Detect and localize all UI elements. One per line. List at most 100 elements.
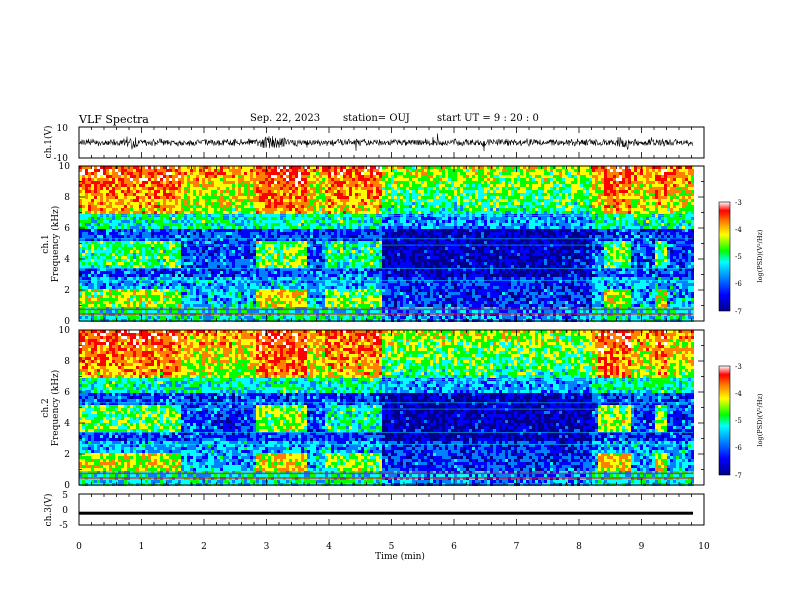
spectrogram-cell [178,274,181,277]
spectrogram-cell [124,199,127,202]
spectrogram-cell [277,235,280,238]
spectrogram-cell [340,217,343,220]
spectrogram-cell [169,196,172,199]
spectrogram-cell [325,310,328,313]
spectrogram-cell [253,178,256,181]
spectrogram-cell [124,169,127,172]
spectrogram-cell [202,229,205,232]
spectrogram-cell [181,310,184,313]
spectrogram-cell [163,232,166,235]
spectrogram-cell [208,217,211,220]
spectrogram-cell [229,181,232,184]
spectrogram-cell [343,196,346,199]
spectrogram-cell [223,265,226,268]
spectrogram-cell [136,220,139,223]
spectrogram-cell [259,193,262,196]
spectrogram-cell [145,199,148,202]
spectrogram-cell [361,187,364,190]
spectrogram-cell [319,316,322,319]
spectrogram-cell [145,208,148,211]
spectrogram-cell [337,193,340,196]
spectrogram-cell [217,238,220,241]
spectrogram-cell [334,283,337,286]
spectrogram-cell [334,172,337,175]
spectrogram-cell [301,223,304,226]
spectrogram-cell [358,238,361,241]
spectrogram-cell [358,286,361,289]
spectrogram-cell [211,244,214,247]
spectrogram-cell [133,187,136,190]
spectrogram-cell [109,178,112,181]
spectrogram-cell [148,169,151,172]
spectrogram-cell [253,190,256,193]
spectrogram-cell [88,226,91,229]
spectrogram-cell [97,253,100,256]
spectrogram-cell [97,226,100,229]
spectrogram-cell [193,265,196,268]
spectrogram-cell [304,184,307,187]
spectrogram-cell [178,205,181,208]
spectrogram-cell [352,262,355,265]
spectrogram-cell [139,241,142,244]
spectrogram-cell [259,250,262,253]
spectrogram-cell [100,199,103,202]
spectrogram-cell [226,181,229,184]
spectrogram-cell [331,253,334,256]
spectrogram-cell [97,232,100,235]
spectrogram-cell [253,292,256,295]
spectrogram-cell [361,181,364,184]
spectrogram-cell [274,250,277,253]
spectrogram-cell [118,259,121,262]
spectrogram-cell [349,289,352,292]
spectrogram-cell [292,289,295,292]
spectrogram-cell [253,271,256,274]
spectrogram-cell [307,241,310,244]
spectrogram-cell [205,256,208,259]
spectrogram-cell [217,310,220,313]
spectrogram-cell [82,244,85,247]
spectrogram-cell [322,193,325,196]
spectrogram-cell [250,265,253,268]
spectrogram-cell [184,217,187,220]
spectrogram-cell [280,310,283,313]
spectrogram-cell [157,262,160,265]
spectrogram-cell [109,223,112,226]
spectrogram-cell [298,292,301,295]
spectrogram-cell [244,241,247,244]
spectrogram-cell [244,244,247,247]
spectrogram-cell [157,229,160,232]
spectrogram-cell [181,262,184,265]
spectrogram-cell [217,301,220,304]
spectrogram-cell [145,217,148,220]
spectrogram-cell [265,238,268,241]
spectrogram-cell [259,202,262,205]
spectrogram-cell [184,292,187,295]
spectrogram-cell [208,178,211,181]
spectrogram-cell [202,193,205,196]
spectrogram-cell [229,217,232,220]
spectrogram-cell [121,223,124,226]
spectrogram-cell [88,247,91,250]
spectrogram-cell [361,295,364,298]
spectrogram-cell [193,250,196,253]
spectrogram-cell [316,202,319,205]
spectrogram-cell [238,283,241,286]
spectrogram-cell [130,226,133,229]
spectrogram-cell [259,265,262,268]
spectrogram-cell [148,196,151,199]
spectrogram-cell [238,217,241,220]
spectrogram-cell [346,247,349,250]
spectrogram-cell [220,292,223,295]
spectrogram-cell [226,220,229,223]
spectrogram-cell [364,217,367,220]
spectrogram-cell [88,298,91,301]
spectrogram-cell [316,169,319,172]
spectrogram-cell [178,247,181,250]
spectrogram-cell [226,199,229,202]
spectrogram-cell [274,220,277,223]
spectrogram-cell [325,262,328,265]
spectrogram-cell [310,283,313,286]
spectrogram-cell [136,169,139,172]
spectrogram-cell [136,262,139,265]
spectrogram-cell [175,283,178,286]
